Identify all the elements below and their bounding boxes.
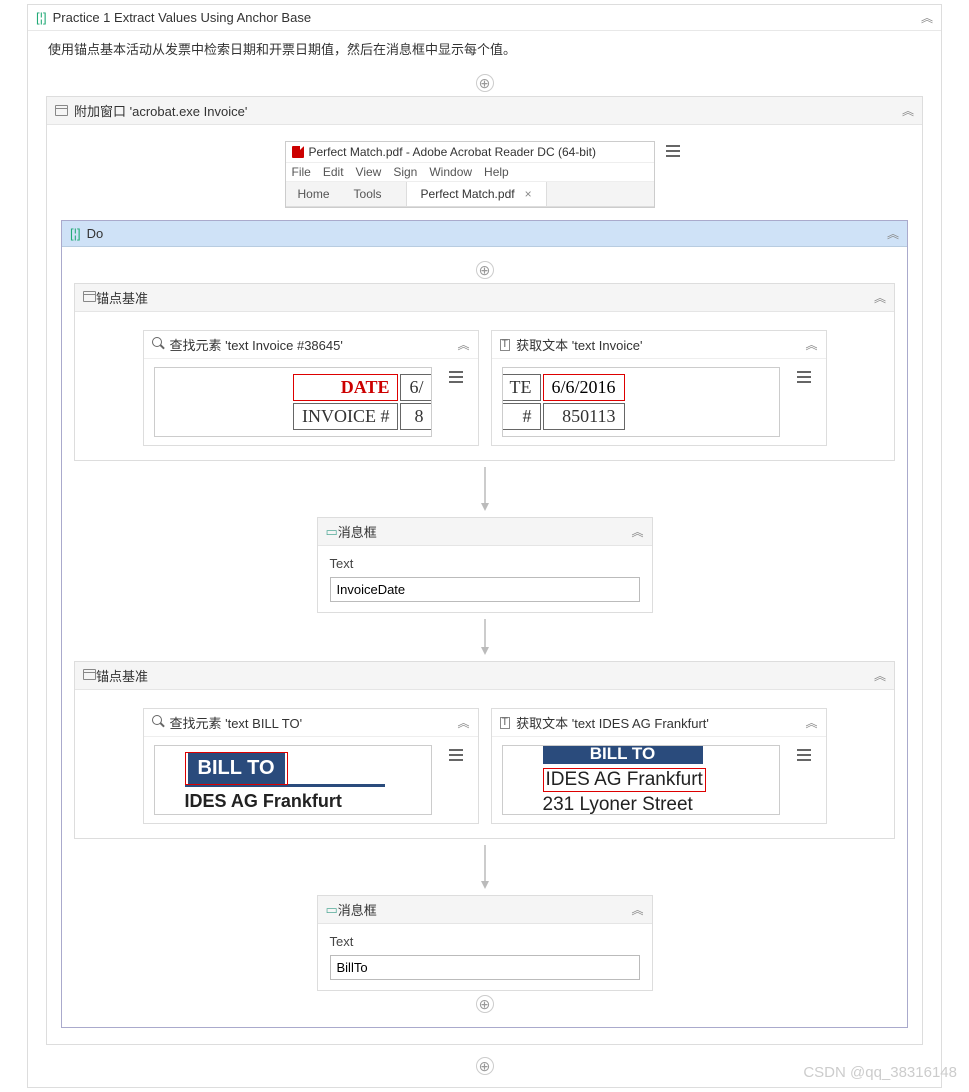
- practice-header[interactable]: [¦] Practice 1 Extract Values Using Anch…: [28, 5, 941, 31]
- sequence-icon: [¦]: [70, 226, 81, 241]
- anchor-icon: [83, 290, 96, 305]
- target-window-preview[interactable]: Perfect Match.pdf - Adobe Acrobat Reader…: [285, 141, 685, 208]
- sequence-icon: [¦]: [36, 10, 47, 25]
- anchor-base-1: 锚点基准 ︽ 查找元素 'text Invoice #38645' ︽: [74, 283, 895, 461]
- watermark: CSDN @qq_38316148: [803, 1064, 957, 1081]
- add-activity-button[interactable]: ⊕: [476, 74, 494, 92]
- selector-preview[interactable]: TE6/6/2016 #850113: [502, 367, 780, 437]
- message-icon: ▭: [326, 524, 338, 540]
- flow-arrow: [74, 613, 895, 661]
- find-element-header[interactable]: 查找元素 'text Invoice #38645' ︽: [144, 331, 478, 359]
- anchor-header[interactable]: 锚点基准 ︽: [75, 662, 894, 690]
- collapse-icon[interactable]: ︽: [887, 225, 899, 242]
- practice-title: Practice 1 Extract Values Using Anchor B…: [53, 10, 311, 25]
- tab-file: Perfect Match.pdf×: [406, 182, 547, 206]
- messagebox-header[interactable]: ▭ 消息框 ︽: [318, 896, 652, 924]
- do-header[interactable]: [¦] Do ︽: [62, 221, 907, 247]
- attach-window-title: 附加窗口 'acrobat.exe Invoice': [74, 101, 247, 120]
- anchor-base-2: 锚点基准 ︽ 查找元素 'text BILL TO' ︽: [74, 661, 895, 839]
- message-icon: ▭: [326, 902, 338, 918]
- message-text-input[interactable]: [330, 577, 640, 602]
- anchor-icon: [83, 668, 96, 683]
- anchor-title: 锚点基准: [96, 288, 148, 307]
- do-title: Do: [87, 226, 104, 241]
- get-text-header[interactable]: T 获取文本 'text Invoice' ︽: [492, 331, 826, 359]
- do-container: [¦] Do ︽ ⊕ 锚点基准 ︽: [61, 220, 908, 1028]
- message-text-input[interactable]: [330, 955, 640, 980]
- text-label: Text: [330, 556, 640, 571]
- text-label: Text: [330, 934, 640, 949]
- add-activity-button[interactable]: ⊕: [476, 261, 494, 279]
- add-activity-button[interactable]: ⊕: [476, 1057, 494, 1075]
- tab-tools: Tools: [342, 182, 394, 206]
- get-text-header[interactable]: T 获取文本 'text IDES AG Frankfurt' ︽: [492, 709, 826, 737]
- collapse-icon[interactable]: ︽: [457, 714, 469, 731]
- messagebox-header[interactable]: ▭ 消息框 ︽: [318, 518, 652, 546]
- add-activity-button[interactable]: ⊕: [476, 995, 494, 1013]
- attach-window-header[interactable]: 附加窗口 'acrobat.exe Invoice' ︽: [47, 97, 922, 125]
- find-element-activity: 查找元素 'text BILL TO' ︽ BILL TO IDES AG Fr…: [143, 708, 479, 824]
- options-menu-button[interactable]: [661, 141, 685, 161]
- flow-arrow: [74, 461, 895, 517]
- practice-sequence: [¦] Practice 1 Extract Values Using Anch…: [27, 4, 942, 1088]
- selector-preview[interactable]: BILL TO IDES AG Frankfurt: [154, 745, 432, 815]
- text-icon: T: [500, 717, 511, 729]
- collapse-icon[interactable]: ︽: [457, 336, 469, 353]
- collapse-icon[interactable]: ︽: [805, 714, 817, 731]
- flow-arrow: [74, 839, 895, 895]
- acrobat-menubar: File Edit View Sign Window Help: [286, 163, 654, 182]
- search-icon: [152, 715, 164, 730]
- search-icon: [152, 337, 164, 352]
- collapse-icon[interactable]: ︽: [631, 523, 643, 540]
- selector-preview[interactable]: BILL TO IDES AG Frankfurt 231 Lyoner Str…: [502, 745, 780, 815]
- collapse-icon[interactable]: ︽: [902, 102, 914, 119]
- collapse-icon[interactable]: ︽: [874, 289, 886, 306]
- window-icon: [55, 105, 68, 116]
- anchor-title: 锚点基准: [96, 666, 148, 685]
- pdf-icon: [292, 146, 304, 158]
- options-menu-button[interactable]: [792, 745, 816, 765]
- collapse-icon[interactable]: ︽: [631, 901, 643, 918]
- practice-description: 使用锚点基本活动从发票中检索日期和开票日期值，然后在消息框中显示每个值。: [28, 31, 941, 70]
- acrobat-tabs: Home Tools Perfect Match.pdf×: [286, 182, 654, 207]
- collapse-icon[interactable]: ︽: [874, 667, 886, 684]
- options-menu-button[interactable]: [792, 367, 816, 387]
- get-text-activity: T 获取文本 'text IDES AG Frankfurt' ︽ BILL T…: [491, 708, 827, 824]
- text-icon: T: [500, 339, 511, 351]
- options-menu-button[interactable]: [444, 367, 468, 387]
- find-element-header[interactable]: 查找元素 'text BILL TO' ︽: [144, 709, 478, 737]
- attach-window-activity: 附加窗口 'acrobat.exe Invoice' ︽ Perfect Mat…: [46, 96, 923, 1045]
- acrobat-window-title: Perfect Match.pdf - Adobe Acrobat Reader…: [309, 145, 596, 159]
- tab-home: Home: [286, 182, 342, 206]
- message-box-2: ▭ 消息框 ︽ Text: [317, 895, 653, 991]
- get-text-activity: T 获取文本 'text Invoice' ︽ TE6/6/2016 #8501…: [491, 330, 827, 446]
- find-element-activity: 查找元素 'text Invoice #38645' ︽ DATE6/ INVO…: [143, 330, 479, 446]
- message-box-1: ▭ 消息框 ︽ Text: [317, 517, 653, 613]
- collapse-icon[interactable]: ︽: [805, 336, 817, 353]
- anchor-header[interactable]: 锚点基准 ︽: [75, 284, 894, 312]
- selector-preview[interactable]: DATE6/ INVOICE #8: [154, 367, 432, 437]
- options-menu-button[interactable]: [444, 745, 468, 765]
- collapse-icon[interactable]: ︽: [921, 9, 933, 26]
